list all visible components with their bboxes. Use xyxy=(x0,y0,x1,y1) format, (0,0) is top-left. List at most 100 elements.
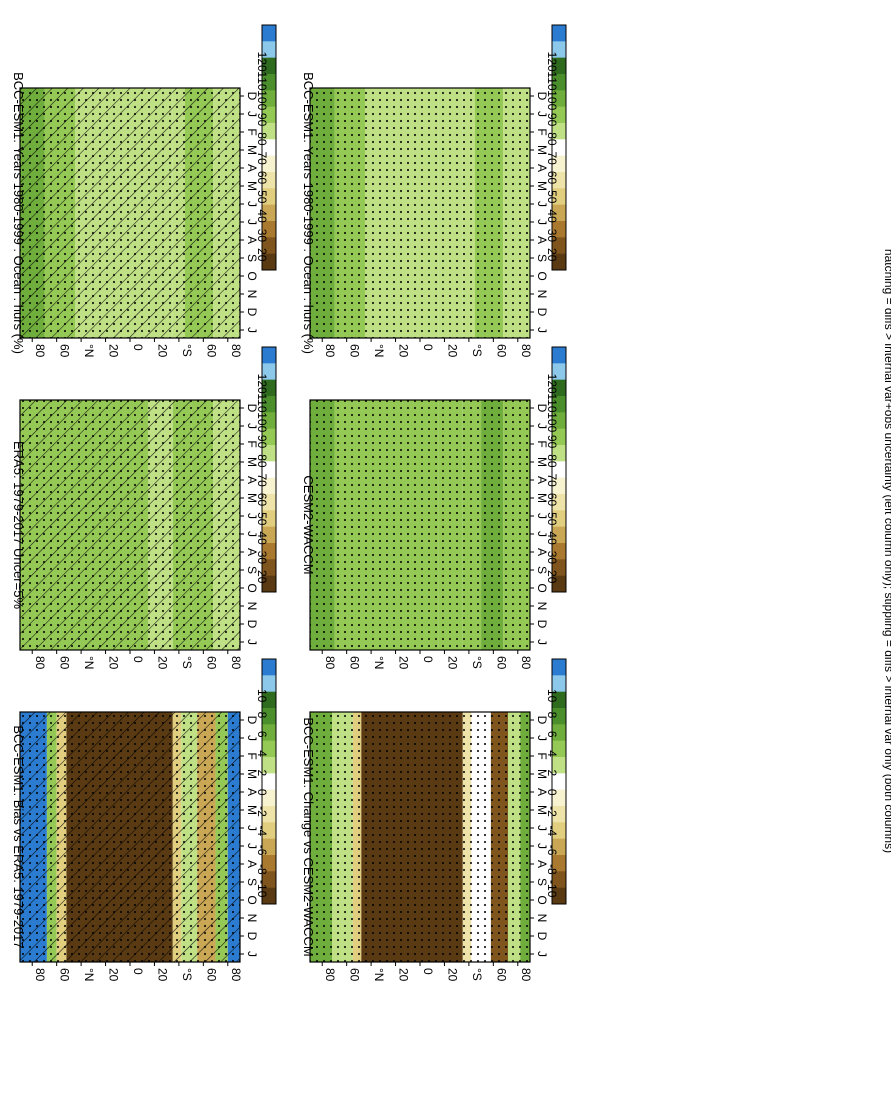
colorbar-label: 110 xyxy=(255,71,269,90)
colorbar-label: 30 xyxy=(545,229,559,243)
month-tick-label: F xyxy=(245,752,259,759)
stippling-overlay xyxy=(20,88,240,338)
colorbar-swatch xyxy=(552,871,566,889)
colorbar-swatch xyxy=(552,773,566,791)
colorbar-label: 60 xyxy=(545,493,559,507)
colorbar-swatch xyxy=(262,25,276,42)
colorbar-swatch xyxy=(552,106,566,124)
lat-tick-label: 80 xyxy=(33,656,47,670)
colorbar-label: -8 xyxy=(255,864,269,875)
month-tick-label: J xyxy=(535,111,549,117)
colorbar-swatch xyxy=(552,428,566,446)
month-tick-label: J xyxy=(245,423,259,429)
colorbar-label: 80 xyxy=(255,132,269,146)
colorbar-swatch xyxy=(552,139,566,157)
colorbar-swatch xyxy=(552,25,566,42)
colorbar-swatch xyxy=(262,871,276,889)
month-tick-label: M xyxy=(535,145,549,155)
month-tick-label: J xyxy=(245,951,259,957)
lat-tick-label: °S xyxy=(470,968,484,981)
lat-tick-label: °S xyxy=(180,656,194,669)
month-tick-label: A xyxy=(535,788,549,796)
lat-tick-label: 80 xyxy=(519,968,533,982)
colorbar-swatch xyxy=(262,139,276,157)
colorbar-swatch xyxy=(552,204,566,222)
month-tick-label: A xyxy=(535,860,549,868)
lat-tick-label: 60 xyxy=(348,344,362,358)
colorbar-swatch xyxy=(262,822,276,840)
month-tick-label: O xyxy=(245,271,259,280)
month-tick-label: N xyxy=(245,602,259,611)
lat-tick-label: 0 xyxy=(421,344,435,351)
colorbar-swatch xyxy=(262,708,276,725)
colorbar-swatch xyxy=(552,822,566,840)
colorbar-swatch xyxy=(262,806,276,823)
month-tick-label: D xyxy=(245,308,259,317)
lat-tick-label: °N xyxy=(82,344,96,357)
colorbar-label: 10 xyxy=(545,689,559,703)
month-tick-label: J xyxy=(535,735,549,741)
lat-tick-label: 0 xyxy=(131,968,145,975)
month-tick-label: S xyxy=(245,566,259,574)
stippling-overlay xyxy=(310,712,530,962)
panel-title: BCC-ESM1: Bias vs ERA5: 1979-2017 xyxy=(11,725,26,948)
colorbar-swatch xyxy=(262,887,276,905)
month-tick-label: A xyxy=(535,476,549,484)
colorbar-swatch xyxy=(552,724,566,742)
colorbar-label: 100 xyxy=(545,90,559,110)
month-tick-label: N xyxy=(535,290,549,299)
colorbar-swatch xyxy=(552,461,566,479)
month-tick-label: N xyxy=(245,914,259,923)
month-tick-label: J xyxy=(535,201,549,207)
month-tick-label: J xyxy=(245,735,259,741)
lat-tick-label: 80 xyxy=(323,344,337,358)
colorbar-swatch xyxy=(552,838,566,856)
stippling-overlay xyxy=(310,88,530,338)
colorbar-label: -2 xyxy=(255,806,269,817)
month-tick-label: A xyxy=(245,788,259,796)
colorbar-swatch xyxy=(262,379,276,397)
colorbar-swatch xyxy=(262,363,276,381)
lat-tick-label: 20 xyxy=(445,344,459,358)
colorbar-label: 90 xyxy=(255,435,269,449)
colorbar-label: 50 xyxy=(255,190,269,204)
colorbar-swatch xyxy=(262,526,276,544)
colorbar-swatch xyxy=(262,123,276,140)
colorbar-label: 120 xyxy=(545,52,559,72)
colorbar-label: -4 xyxy=(255,825,269,836)
colorbar-swatch xyxy=(262,428,276,446)
figure-caption: hatching = diffs > internal var+obs unce… xyxy=(882,249,891,853)
colorbar-label: 90 xyxy=(545,113,559,127)
month-tick-label: O xyxy=(535,583,549,592)
month-tick-label: M xyxy=(245,181,259,191)
colorbar-swatch xyxy=(552,123,566,140)
lat-tick-label: 60 xyxy=(494,656,508,670)
month-tick-label: D xyxy=(245,404,259,413)
month-tick-label: M xyxy=(535,181,549,191)
colorbar-frame xyxy=(261,24,277,271)
colorbar-swatch xyxy=(552,691,566,709)
lat-tick-label: 20 xyxy=(107,656,121,670)
heatmap-panel: ERA5: 1979-2017 Uncer=5% 80 60 °N 20 0 20 °S 60 8… xyxy=(11,399,259,670)
colorbar-swatch xyxy=(262,675,276,693)
colorbar-swatch xyxy=(262,57,276,75)
colorbar-label: 40 xyxy=(545,531,559,545)
colorbar-label: 30 xyxy=(255,229,269,243)
colorbar-swatch xyxy=(262,172,276,189)
month-tick-label: A xyxy=(535,236,549,244)
month-tick-label: J xyxy=(245,531,259,537)
colorbar-swatch xyxy=(262,396,276,413)
colorbar-label: -6 xyxy=(255,845,269,856)
month-tick-label: J xyxy=(245,513,259,519)
month-tick-label: F xyxy=(245,128,259,135)
colorbar-swatch xyxy=(552,363,566,381)
colorbar-label: 20 xyxy=(545,570,559,584)
month-tick-label: F xyxy=(535,128,549,135)
colorbar-label: 8 xyxy=(255,712,269,719)
lat-tick-label: °N xyxy=(372,968,386,981)
lat-tick-label: 20 xyxy=(397,656,411,670)
stippling-overlay xyxy=(20,712,240,962)
colorbar-label: 70 xyxy=(545,152,559,166)
